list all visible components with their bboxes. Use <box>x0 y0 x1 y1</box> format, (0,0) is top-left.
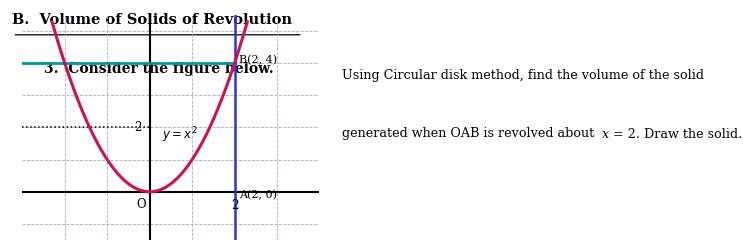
Text: Using Circular disk method, find the volume of the solid: Using Circular disk method, find the vol… <box>342 69 704 82</box>
Text: 3.  Consider the figure below.: 3. Consider the figure below. <box>44 62 273 76</box>
Text: 2: 2 <box>231 199 239 212</box>
Text: O: O <box>137 198 146 210</box>
Text: $y = x^2$: $y = x^2$ <box>163 126 198 145</box>
Text: generated when OAB is revolved about: generated when OAB is revolved about <box>342 128 598 140</box>
Text: B.  Volume of Solids of Revolution: B. Volume of Solids of Revolution <box>13 13 293 27</box>
Text: 2: 2 <box>134 121 141 134</box>
Text: x: x <box>602 128 609 140</box>
Text: B(2, 4): B(2, 4) <box>239 55 277 65</box>
Text: = 2. Draw the solid.: = 2. Draw the solid. <box>609 128 743 140</box>
Text: A(2, 0): A(2, 0) <box>239 190 277 200</box>
